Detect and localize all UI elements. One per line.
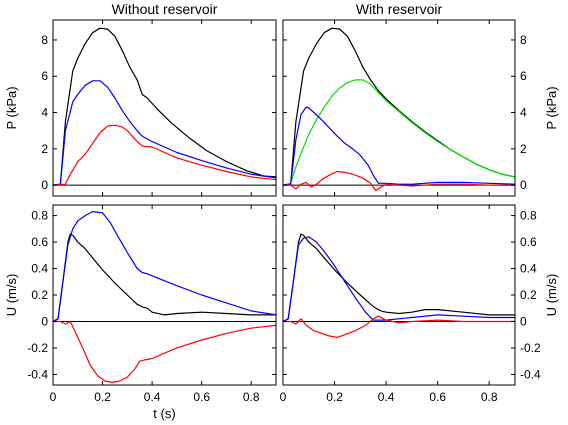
x-tick-label: 0 [280,390,287,404]
series-line-2 [52,80,277,186]
y-tick-label: 6 [41,69,48,83]
y-tick-label: 2 [41,142,48,156]
x-tick-label: 0.8 [243,390,260,404]
y-tick-label: 0.6 [520,235,537,249]
x-tick-label: 0.6 [429,390,446,404]
y-tick-label: 4 [41,106,48,120]
chart-panel-2: 0 2 4 6 8 P (kPa) With reservoir [282,1,559,197]
series-line-2 [52,211,277,323]
panel-title: Without reservoir [112,1,218,17]
chart-panel-1: 0 2 4 6 8 P (kPa) Without reservoir [4,1,277,197]
series-line-4 [283,170,515,192]
y-tick-label: 0 [520,178,527,192]
axes-frame [282,204,516,386]
chart-panel-4: 0 0.2 0.4 0.6 0.8 -0.4 -0.2 0 0.2 0.4 0.6 0.8 U (m/s… [280,204,559,404]
series-line-1 [52,27,277,186]
x-axis-title: t (s) [153,406,175,421]
series-line-3 [282,106,516,186]
y-axis-title: P (kPa) [544,86,559,129]
series-line-1 [282,27,516,186]
x-tick-label: 0.6 [193,390,210,404]
y-axis-title: U (m/s) [4,274,19,317]
axes-frame [282,19,516,197]
y-tick-label: 0 [520,314,527,328]
y-axis-title: U (m/s) [544,274,559,317]
y-tick-label: -0.2 [520,341,541,355]
panel-title: With reservoir [356,1,443,17]
y-tick-label: 0.4 [520,262,537,276]
y-tick-label: 0 [41,178,48,192]
y-tick-label: -0.4 [520,367,541,381]
y-tick-label: 8 [520,33,527,47]
x-tick-label: 0.2 [326,390,343,404]
y-tick-label: 0.4 [31,262,48,276]
axes-frame [52,19,277,197]
y-tick-label: 0.2 [31,288,48,302]
y-tick-label: -0.4 [27,367,48,381]
x-tick-label: 0.8 [481,390,498,404]
y-tick-label: 6 [520,69,527,83]
y-tick-label: 0.2 [520,288,537,302]
x-tick-label: 0.4 [144,390,161,404]
x-tick-label: 0 [50,390,57,404]
y-tick-label: -0.2 [27,341,48,355]
y-tick-label: 0.8 [520,209,537,223]
series-line-3 [283,315,515,338]
series-line-1 [282,233,515,323]
series-line-2 [282,79,516,186]
y-axis-title: P (kPa) [4,86,19,129]
y-tick-label: 8 [41,33,48,47]
x-tick-label: 0.4 [378,390,395,404]
series-line-2 [282,236,515,323]
y-tick-label: 0.8 [31,209,48,223]
x-tick-label: 0.2 [94,390,111,404]
y-tick-label: 0 [41,314,48,328]
series-line-1 [52,233,276,323]
series-line-3 [53,320,277,383]
y-tick-label: 4 [520,106,527,120]
chart-panel-3: 0 0.2 0.4 0.6 0.8 -0.4 -0.2 0 0.2 0.4 0.6 0.8 U (m/s… [4,204,277,421]
y-tick-label: 2 [520,142,527,156]
y-tick-label: 0.6 [31,235,48,249]
series-line-3 [52,124,277,186]
